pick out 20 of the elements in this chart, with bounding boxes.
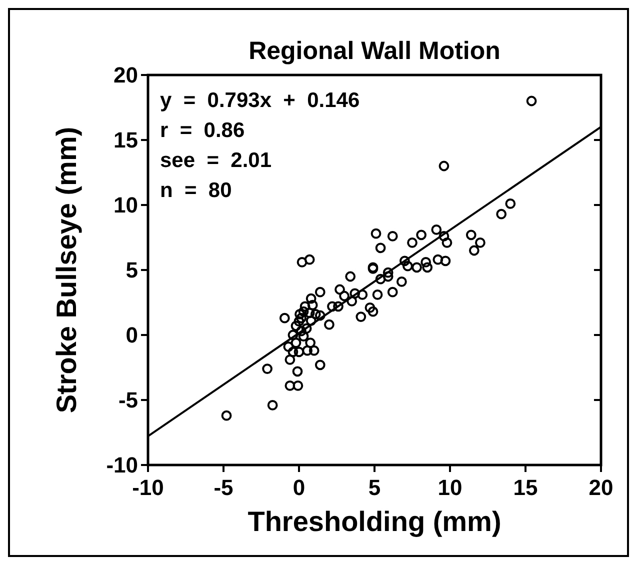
y-tick-label: -10 [106,452,138,478]
y-tick-label: 0 [126,322,138,348]
x-tick-label: 15 [513,475,538,500]
x-axis-title: Thresholding (mm) [248,506,502,537]
x-tick-label: 10 [438,475,462,500]
x-tick-label: -5 [214,475,234,500]
annotation: n = 80 [160,179,232,202]
y-tick-label: 20 [114,62,138,88]
y-tick-label: -5 [118,388,138,413]
y-tick-label: 15 [114,128,138,153]
annotation: r = 0.86 [160,119,245,142]
y-axis-title: Stroke Bullseye (mm) [51,126,82,414]
x-tick-label: 0 [292,475,306,500]
annotation: see = 2.01 [160,149,272,172]
y-tick-label: 5 [126,258,138,283]
chart-title: Regional Wall Motion [248,37,500,65]
x-tick-label: 5 [368,475,381,500]
annotation: y = 0.793x + 0.146 [160,89,360,112]
y-tick-label: 10 [114,192,138,218]
x-tick-label: 20 [588,475,614,500]
